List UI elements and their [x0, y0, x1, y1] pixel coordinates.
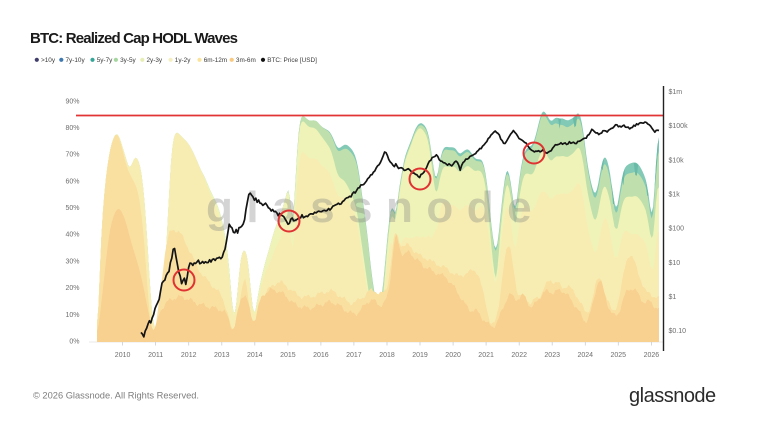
- svg-text:$1: $1: [669, 294, 677, 301]
- svg-text:2024: 2024: [578, 352, 594, 359]
- svg-text:$10k: $10k: [669, 157, 685, 164]
- svg-text:2012: 2012: [181, 352, 197, 359]
- svg-text:2y-3y: 2y-3y: [147, 57, 163, 64]
- svg-text:2023: 2023: [544, 352, 560, 359]
- svg-text:7y-10y: 7y-10y: [66, 57, 86, 64]
- svg-text:BTC: Price [USD]: BTC: Price [USD]: [267, 57, 317, 64]
- svg-text:40%: 40%: [65, 232, 79, 239]
- svg-text:2026: 2026: [644, 352, 660, 359]
- svg-text:3m-6m: 3m-6m: [236, 57, 256, 64]
- svg-text:60%: 60%: [65, 178, 79, 185]
- svg-text:70%: 70%: [65, 152, 79, 159]
- svg-text:$100k: $100k: [669, 123, 689, 130]
- svg-text:1y-2y: 1y-2y: [175, 57, 191, 64]
- svg-text:glassnode: glassnode: [629, 385, 716, 407]
- svg-text:2021: 2021: [478, 352, 494, 359]
- svg-text:5y-7y: 5y-7y: [97, 57, 113, 64]
- svg-text:2015: 2015: [280, 352, 296, 359]
- svg-text:90%: 90%: [65, 98, 79, 105]
- svg-text:20%: 20%: [65, 285, 79, 292]
- svg-text:$1m: $1m: [669, 89, 683, 96]
- svg-text:2014: 2014: [247, 352, 263, 359]
- svg-text:80%: 80%: [65, 125, 79, 132]
- svg-text:2018: 2018: [379, 352, 395, 359]
- svg-text:30%: 30%: [65, 258, 79, 265]
- svg-text:2025: 2025: [611, 352, 627, 359]
- svg-text:$1k: $1k: [669, 192, 681, 199]
- svg-text:2016: 2016: [313, 352, 329, 359]
- svg-text:10%: 10%: [65, 312, 79, 319]
- svg-text:50%: 50%: [65, 205, 79, 212]
- svg-text:2020: 2020: [445, 352, 461, 359]
- svg-text:2010: 2010: [115, 352, 131, 359]
- svg-text:0%: 0%: [69, 339, 79, 346]
- svg-text:$10: $10: [669, 260, 681, 267]
- svg-text:3y-5y: 3y-5y: [120, 57, 136, 64]
- svg-text:BTC: Realized Cap HODL Waves: BTC: Realized Cap HODL Waves: [30, 30, 238, 47]
- svg-text:glassnode: glassnode: [206, 183, 545, 232]
- svg-text:>10y: >10y: [41, 57, 56, 64]
- svg-text:2022: 2022: [511, 352, 527, 359]
- svg-text:2019: 2019: [412, 352, 428, 359]
- svg-text:© 2026 Glassnode. All Rights R: © 2026 Glassnode. All Rights Reserved.: [33, 391, 199, 401]
- svg-text:6m-12m: 6m-12m: [204, 57, 227, 64]
- svg-text:2011: 2011: [148, 352, 163, 359]
- svg-text:$0.10: $0.10: [669, 328, 687, 335]
- svg-text:2013: 2013: [214, 352, 230, 359]
- svg-text:$100: $100: [669, 226, 685, 233]
- svg-text:2017: 2017: [346, 352, 362, 359]
